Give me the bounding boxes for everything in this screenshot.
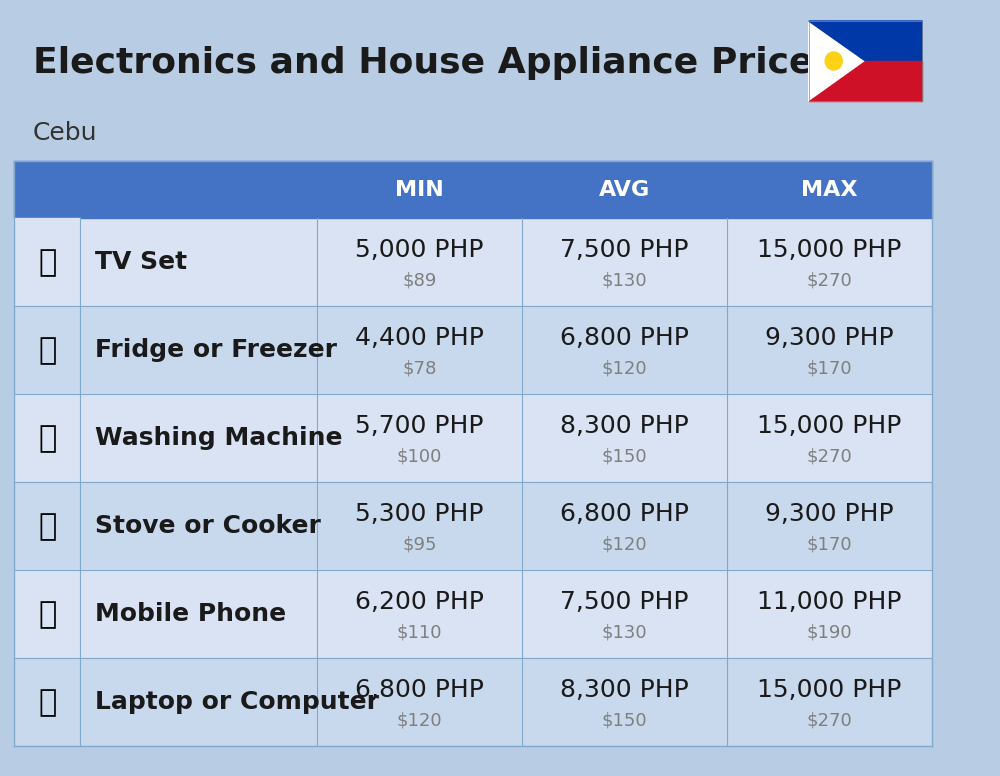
Bar [14,570,932,658]
Text: 9,300 PHP: 9,300 PHP [765,502,894,526]
Text: 🧊: 🧊 [38,336,56,365]
Text: Stove or Cooker: Stove or Cooker [95,514,320,539]
Text: $270: $270 [806,271,852,289]
Text: $130: $130 [601,271,647,289]
Text: 6,800 PHP: 6,800 PHP [560,502,689,526]
Text: $110: $110 [397,623,442,641]
Text: 6,200 PHP: 6,200 PHP [355,591,484,614]
Text: 🫧: 🫧 [38,424,56,452]
Text: 5,000 PHP: 5,000 PHP [355,238,484,262]
Text: 6,800 PHP: 6,800 PHP [355,678,484,702]
Text: $100: $100 [397,447,442,465]
Polygon shape [809,21,922,61]
Text: TV Set: TV Set [95,250,187,274]
Text: $150: $150 [601,711,647,729]
Text: AVG: AVG [599,179,650,199]
Bar [14,394,932,482]
Text: 7,500 PHP: 7,500 PHP [560,591,689,614]
Text: $270: $270 [806,447,852,465]
Circle shape [825,52,842,70]
Text: $170: $170 [806,359,852,377]
Text: $190: $190 [806,623,852,641]
Text: $150: $150 [601,447,647,465]
Text: MAX: MAX [801,179,857,199]
Text: $95: $95 [402,535,437,553]
Text: Electronics and House Appliance Prices: Electronics and House Appliance Prices [33,46,835,80]
Bar [14,482,80,570]
Text: 11,000 PHP: 11,000 PHP [757,591,901,614]
Text: Washing Machine: Washing Machine [95,426,342,450]
Text: $170: $170 [806,535,852,553]
Bar [14,307,80,394]
Text: 5,700 PHP: 5,700 PHP [355,414,484,438]
Text: 15,000 PHP: 15,000 PHP [757,238,901,262]
Text: 8,300 PHP: 8,300 PHP [560,414,689,438]
Bar [14,658,80,747]
Polygon shape [809,61,922,101]
Text: $120: $120 [397,711,442,729]
Text: 6,800 PHP: 6,800 PHP [560,326,689,350]
Text: 8,300 PHP: 8,300 PHP [560,678,689,702]
Text: $120: $120 [601,359,647,377]
Text: Laptop or Computer: Laptop or Computer [95,690,379,714]
Bar [14,394,80,482]
Text: 15,000 PHP: 15,000 PHP [757,678,901,702]
Text: 15,000 PHP: 15,000 PHP [757,414,901,438]
Text: Cebu: Cebu [33,121,98,145]
Text: 💻: 💻 [38,688,56,717]
Text: 5,300 PHP: 5,300 PHP [355,502,484,526]
Text: 📱: 📱 [38,600,56,629]
Text: $78: $78 [402,359,437,377]
Text: 📺: 📺 [38,248,56,277]
Text: 9,300 PHP: 9,300 PHP [765,326,894,350]
Bar [809,21,922,101]
Text: $120: $120 [601,535,647,553]
Text: $130: $130 [601,623,647,641]
Bar [14,307,932,394]
Text: Fridge or Freezer: Fridge or Freezer [95,338,337,362]
Text: Mobile Phone: Mobile Phone [95,602,286,626]
Text: 🔥: 🔥 [38,511,56,541]
Text: $89: $89 [402,271,437,289]
Polygon shape [809,21,865,101]
Bar [14,482,932,570]
Bar [14,570,80,658]
Bar [14,161,932,218]
Bar [14,658,932,747]
Text: 4,400 PHP: 4,400 PHP [355,326,484,350]
Text: 7,500 PHP: 7,500 PHP [560,238,689,262]
Text: $270: $270 [806,711,852,729]
Bar [14,218,80,307]
Bar [14,218,932,307]
Text: MIN: MIN [395,179,444,199]
